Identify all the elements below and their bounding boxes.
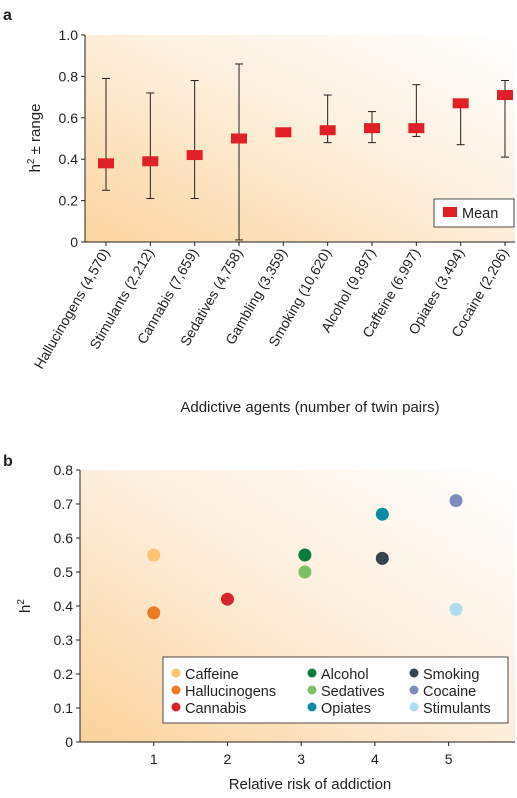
panel-a-y-axis-label: h2 ± range [26, 104, 44, 173]
panel-b-legend-marker [172, 669, 181, 678]
panel-b-legend-label: Caffeine [185, 667, 239, 683]
panel-b-x-tick-label: 3 [297, 751, 305, 767]
panel-a-y-tick-label: 0.6 [59, 110, 79, 126]
panel-a-legend: Mean [434, 199, 514, 227]
panel-b-point-hallucinogens [147, 606, 160, 619]
panel-a-y-ticks: 0 0.2 0.4 0.6 0.8 1.0 [59, 27, 85, 250]
panel-b-legend-marker [410, 669, 419, 678]
panel-b-legend-label: Cannabis [185, 701, 246, 717]
panel-b-point-alcohol [298, 549, 311, 562]
panel-b-point-smoking [376, 552, 389, 565]
panel-a-mean-marker [320, 125, 336, 135]
panel-b-x-axis-label: Relative risk of addiction [229, 776, 392, 793]
panel-a-mean-marker [364, 123, 380, 133]
panel-a-mean-marker [142, 156, 158, 166]
panel-b-legend-marker [308, 686, 317, 695]
panel-a-y-tick-label: 1.0 [59, 27, 79, 43]
panel-b-point-opiates [376, 508, 389, 521]
panel-b-y-tick-label: 0.7 [54, 496, 74, 512]
panel-a-x-axis-label: Addictive agents (number of twin pairs) [180, 399, 439, 416]
panel-b-y-tick-label: 0.5 [54, 564, 74, 580]
panel-b-legend-marker [410, 703, 419, 712]
panel-a-mean-marker [187, 150, 203, 160]
panel-b-legend-marker [172, 686, 181, 695]
panel-a-y-tick-label: 0.2 [59, 193, 79, 209]
panel-b-y-label-sup: 2 [16, 599, 27, 605]
panel-b-x-tick-label: 5 [445, 751, 453, 767]
panel-a-mean-marker [98, 158, 114, 168]
panel-b-y-axis-label: h2 [16, 599, 34, 613]
panel-b-y-tick-label: 0 [65, 734, 73, 750]
panel-b-y-tick-label: 0.8 [54, 462, 74, 478]
panel-b-y-tick-label: 0.6 [54, 530, 74, 546]
panel-b-point-cannabis [221, 593, 234, 606]
panel-a-x-ticks [106, 242, 505, 246]
panel-b-legend-marker [172, 703, 181, 712]
panel-a-y-tick-label: 0.8 [59, 68, 79, 84]
panel-b-y-tick-label: 0.2 [54, 666, 74, 682]
panel-a-category-labels: Hallucinogens (4,570)Stimulants (2,212)C… [31, 246, 512, 372]
panel-a-mean-marker [275, 127, 291, 137]
panel-b-legend-label: Alcohol [321, 667, 369, 683]
panel-a-y-tick-label: 0 [70, 234, 78, 250]
panel-b-point-stimulants [450, 603, 463, 616]
panel-a-mean-marker [453, 98, 469, 108]
panel-b-legend-label: Cocaine [423, 684, 476, 700]
panel-b-point-cocaine [450, 494, 463, 507]
panel-b-legend-label: Stimulants [423, 701, 491, 717]
panel-a-y-label-rest: ± range [27, 104, 44, 159]
panel-a-category-label: Hallucinogens (4,570) [31, 246, 113, 372]
panel-b-legend-label: Sedatives [321, 684, 385, 700]
panel-a: a h2 ± range 0 0.2 0.4 0.6 0.8 1.0 Hallucinog… [3, 7, 515, 416]
panel-b-y-label-base: h [17, 605, 34, 613]
panel-a-mean-marker [497, 90, 513, 100]
panel-b-point-caffeine [147, 549, 160, 562]
panel-b-legend-marker [308, 703, 317, 712]
panel-b-x-tick-label: 4 [371, 751, 379, 767]
panel-b-point-sedatives [298, 566, 311, 579]
panel-a-mean-marker [408, 123, 424, 133]
panel-a-y-tick-label: 0.4 [59, 151, 79, 167]
panel-b-legend-label: Opiates [321, 701, 371, 717]
panel-b-y-tick-label: 0.3 [54, 632, 74, 648]
panel-b-x-tick-label: 1 [150, 751, 158, 767]
panel-b-x-ticks: 1 2 3 4 5 [150, 742, 453, 767]
panel-b-legend-marker [308, 669, 317, 678]
panel-b-legend-marker [410, 686, 419, 695]
panel-b-y-ticks: 0 0.1 0.2 0.3 0.4 0.5 0.6 0.7 0.8 [54, 462, 80, 750]
panel-b-x-tick-label: 2 [224, 751, 232, 767]
panel-b-y-tick-label: 0.4 [54, 598, 74, 614]
panel-a-legend-label: Mean [462, 206, 498, 222]
panel-a-mean-marker [231, 134, 247, 144]
panel-a-legend-swatch [443, 207, 457, 217]
panel-a-letter: a [3, 7, 12, 24]
panel-b-y-tick-label: 0.1 [54, 700, 74, 716]
panel-b-legend-label: Smoking [423, 667, 479, 683]
panel-b-legend-label: Hallucinogens [185, 684, 276, 700]
panel-a-y-label-base: h [27, 164, 44, 172]
panel-b-letter: b [3, 453, 13, 470]
